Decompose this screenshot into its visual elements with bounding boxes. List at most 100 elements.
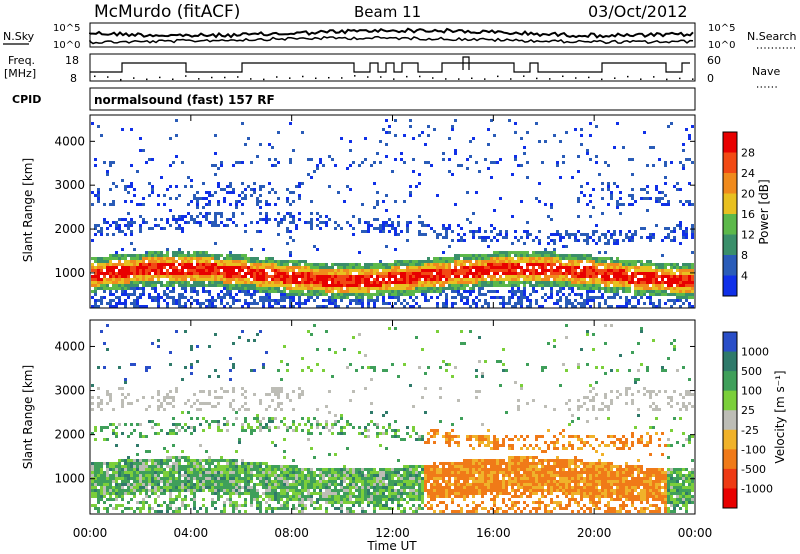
heatmap-cell <box>496 272 499 275</box>
heatmap-cell <box>493 263 496 266</box>
heatmap-cell <box>625 296 628 299</box>
heatmap-cell <box>181 498 184 501</box>
heatmap-cell <box>250 266 253 269</box>
heatmap-cell <box>649 296 652 299</box>
heatmap-cell <box>310 221 313 224</box>
heatmap-cell <box>190 498 193 501</box>
heatmap-cell <box>397 263 400 266</box>
heatmap-cell <box>580 143 583 146</box>
heatmap-cell <box>448 224 451 227</box>
heatmap-cell <box>301 477 304 480</box>
heatmap-cell <box>145 501 148 504</box>
heatmap-cell <box>337 287 340 290</box>
heatmap-cell <box>679 278 682 281</box>
heatmap-cell <box>322 299 325 302</box>
heatmap-cell <box>256 284 259 287</box>
heatmap-cell <box>220 489 223 492</box>
heatmap-cell <box>139 501 142 504</box>
heatmap-cell <box>484 230 487 233</box>
heatmap-cell <box>136 465 139 468</box>
heatmap-cell <box>655 284 658 287</box>
cpid-panel-frame <box>89 87 696 111</box>
heatmap-cell <box>568 260 571 263</box>
heatmap-cell <box>550 281 553 284</box>
heatmap-cell <box>595 155 598 158</box>
heatmap-cell <box>652 164 655 167</box>
heatmap-cell <box>157 278 160 281</box>
heatmap-cell <box>526 254 529 257</box>
heatmap-cell <box>526 281 529 284</box>
heatmap-cell <box>601 188 604 191</box>
heatmap-cell <box>133 489 136 492</box>
heatmap-cell <box>235 257 238 260</box>
heatmap-cell <box>574 293 577 296</box>
heatmap-cell <box>244 263 247 266</box>
heatmap-cell <box>274 483 277 486</box>
heatmap-cell <box>193 197 196 200</box>
heatmap-cell <box>187 263 190 266</box>
heatmap-cell <box>418 275 421 278</box>
heatmap-cell <box>640 278 643 281</box>
heatmap-cell <box>151 263 154 266</box>
heatmap-cell <box>118 230 121 233</box>
heatmap-cell <box>373 227 376 230</box>
heatmap-cell <box>181 504 184 507</box>
heatmap-cell <box>124 263 127 266</box>
cpid-mode: normalsound (fast) 157 RF <box>94 93 275 107</box>
heatmap-cell <box>523 152 526 155</box>
heatmap-cell <box>310 263 313 266</box>
heatmap-cell <box>292 293 295 296</box>
heatmap-cell <box>226 498 229 501</box>
heatmap-cell <box>691 266 694 269</box>
heatmap-cell <box>97 489 100 492</box>
heatmap-cell <box>268 158 271 161</box>
heatmap-cell <box>142 197 145 200</box>
heatmap-cell <box>121 393 124 396</box>
nave-dot <box>627 75 629 78</box>
heatmap-cell <box>292 504 295 507</box>
heatmap-cell <box>235 206 238 209</box>
heatmap-cell <box>682 284 685 287</box>
heatmap-cell <box>199 212 202 215</box>
heatmap-cell <box>241 462 244 465</box>
heatmap-cell <box>97 266 100 269</box>
heatmap-cell <box>598 290 601 293</box>
heatmap-cell <box>289 278 292 281</box>
heatmap-cell <box>637 302 640 305</box>
heatmap-cell <box>268 420 271 423</box>
heatmap-cell <box>346 296 349 299</box>
heatmap-cell <box>658 263 661 266</box>
heatmap-cell <box>412 278 415 281</box>
heatmap-cell <box>691 305 694 308</box>
heatmap-cell <box>169 480 172 483</box>
heatmap-cell <box>232 423 235 426</box>
heatmap-cell <box>304 486 307 489</box>
heatmap-cell <box>571 266 574 269</box>
heatmap-cell <box>94 465 97 468</box>
heatmap-cell <box>235 492 238 495</box>
heatmap-cell <box>556 260 559 263</box>
heatmap-cell <box>514 275 517 278</box>
heatmap-cell <box>211 284 214 287</box>
heatmap-cell <box>637 269 640 272</box>
heatmap-cell <box>136 453 139 456</box>
heatmap-cell <box>130 507 133 510</box>
heatmap-cell <box>178 507 181 510</box>
heatmap-cell <box>349 269 352 272</box>
heatmap-cell <box>235 263 238 266</box>
heatmap-cell <box>154 492 157 495</box>
heatmap-cell <box>277 260 280 263</box>
heatmap-cell <box>184 456 187 459</box>
heatmap-cell <box>319 263 322 266</box>
heatmap-cell <box>367 263 370 266</box>
heatmap-cell <box>538 281 541 284</box>
heatmap-cell <box>190 348 193 351</box>
heatmap-cell <box>91 474 94 477</box>
heatmap-cell <box>454 281 457 284</box>
heatmap-cell <box>286 212 289 215</box>
heatmap-cell <box>292 477 295 480</box>
heatmap-cell <box>247 483 250 486</box>
heatmap-cell <box>265 296 268 299</box>
heatmap-cell <box>664 275 667 278</box>
heatmap-cell <box>580 260 583 263</box>
